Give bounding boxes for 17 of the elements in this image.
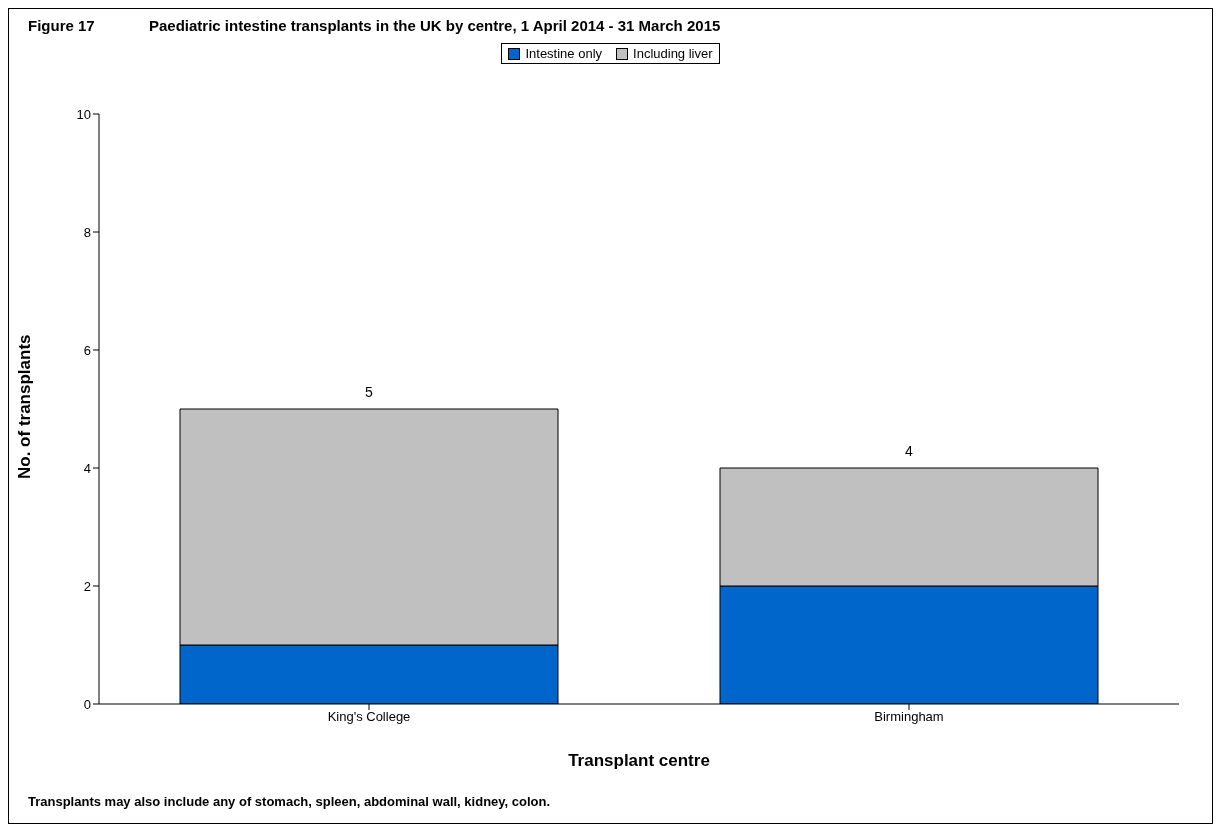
text: Transplants may also include any of stomach, spleen, abdominal wall, kidney, colon.	[28, 794, 551, 809]
total-label: 4	[905, 443, 914, 459]
legend-label: Intestine only	[524, 46, 603, 61]
chart-title: Figure 17	[28, 17, 95, 34]
legend-label: Including liver	[632, 46, 713, 61]
x-axis-title: Transplant centre	[568, 751, 710, 770]
chart-subtitle: Paediatric intestine transplants in the UK by centre, 1 April 2014 - 31 March 2015	[149, 17, 721, 34]
y-tick-label: 2	[83, 578, 91, 594]
y-tick-label: 6	[83, 342, 91, 358]
total-label: 5	[365, 384, 374, 400]
y-tick-label: 0	[83, 696, 91, 712]
x-tick-label: King's College	[327, 709, 411, 725]
y-axis-title: No. of transplants	[15, 334, 35, 479]
x-tick-label: Birmingham	[874, 709, 944, 725]
y-tick-label: 10	[76, 106, 91, 122]
y-tick-label: 8	[83, 224, 91, 240]
y-tick-label: 4	[83, 460, 91, 476]
